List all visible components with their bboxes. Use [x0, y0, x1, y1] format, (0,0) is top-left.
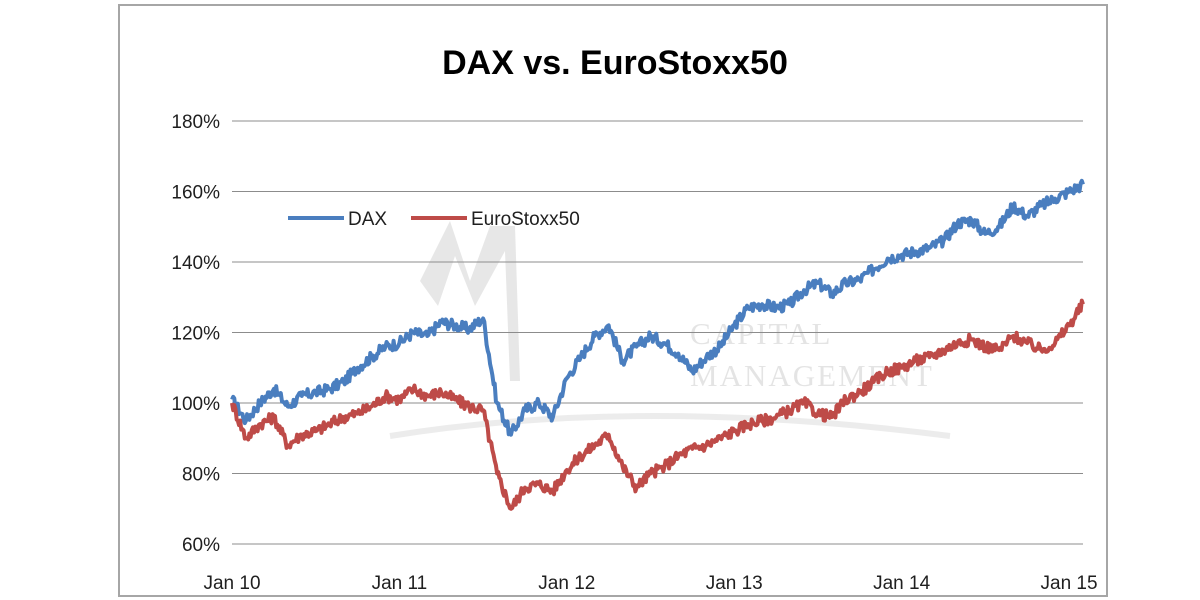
y-tick-label: 60%: [182, 535, 220, 556]
x-tick-label: Jan 14: [873, 573, 930, 594]
y-tick-label: 120%: [171, 324, 220, 345]
chart-svg: CAPITAL MANAGEMENT 60% 80% 100% 120% 140% 160…: [171, 44, 1097, 594]
x-tick-label: Jan 12: [538, 573, 595, 594]
chart-frame: CAPITAL MANAGEMENT 60% 80% 100% 120% 140% 160…: [118, 4, 1108, 597]
y-tick-label: 140%: [171, 253, 220, 274]
legend-label-eurostoxx50: EuroStoxx50: [471, 209, 580, 230]
legend-label-dax: DAX: [348, 209, 387, 230]
plot-area: [230, 178, 1085, 511]
x-tick-label: Jan 11: [372, 573, 428, 594]
x-tick-label: Jan 13: [706, 573, 763, 594]
watermark-mark-icon: [420, 221, 520, 381]
y-tick-label: 160%: [171, 183, 220, 204]
chart-title: DAX vs. EuroStoxx50: [442, 44, 788, 82]
series-line-eurostoxx50: [230, 298, 1085, 511]
y-tick-label: 180%: [171, 112, 220, 133]
x-tick-label: Jan 15: [1041, 573, 1098, 594]
watermark-line-1: CAPITAL: [690, 316, 832, 351]
series-line-dax: [230, 178, 1085, 437]
x-axis: Jan 10 Jan 11 Jan 12 Jan 13 Jan 14 Jan 15: [203, 573, 1097, 594]
y-axis: 60% 80% 100% 120% 140% 160% 180%: [171, 112, 220, 556]
y-tick-label: 100%: [171, 394, 220, 415]
watermark-swoosh: [389, 413, 951, 439]
watermark-logo: CAPITAL MANAGEMENT: [389, 221, 951, 439]
legend: DAX EuroStoxx50: [288, 209, 580, 230]
y-tick-label: 80%: [182, 465, 220, 486]
x-tick-label: Jan 10: [203, 573, 260, 594]
